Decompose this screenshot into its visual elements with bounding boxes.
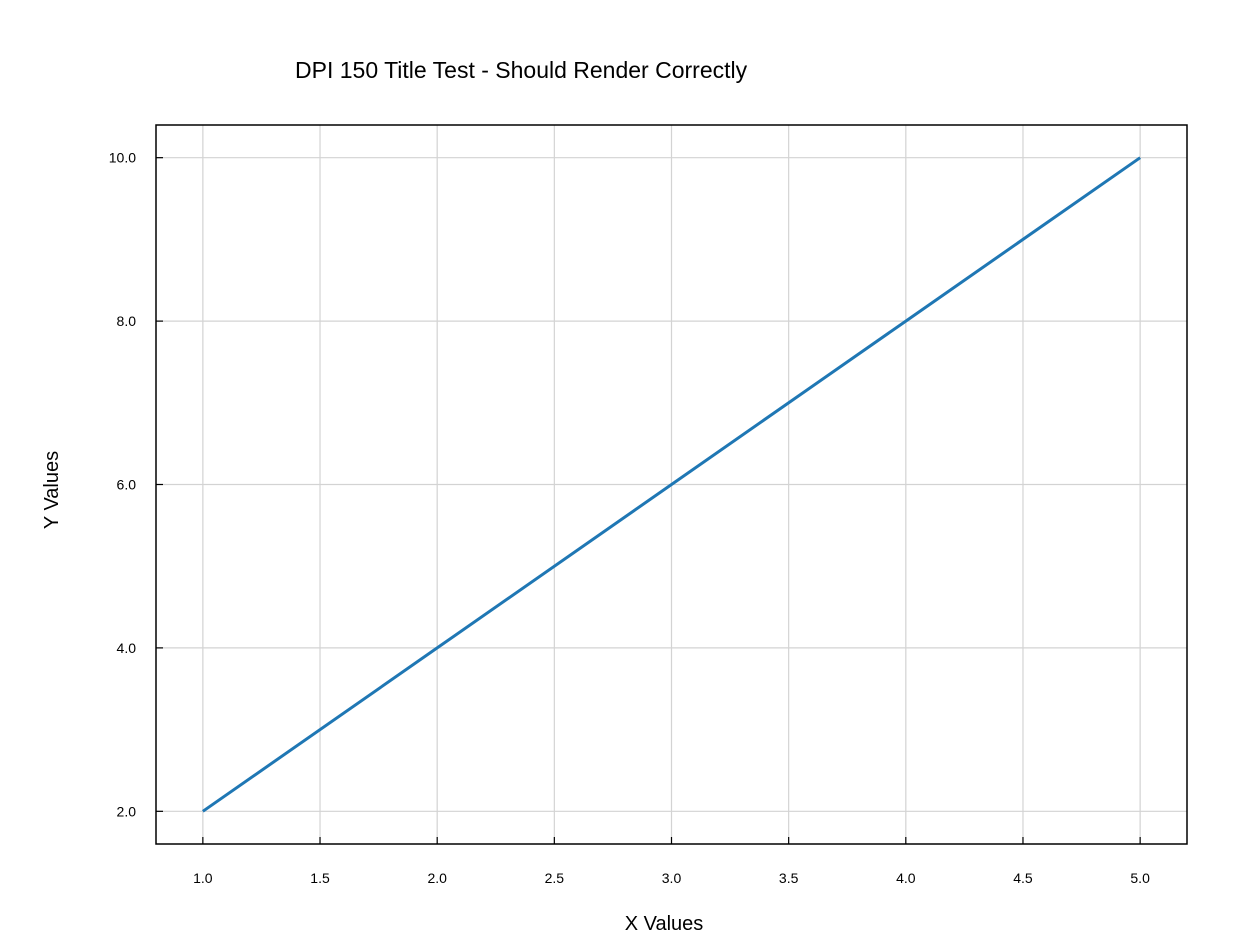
x-tick-label: 1.0 — [193, 870, 213, 886]
x-tick-label: 5.0 — [1130, 870, 1150, 886]
y-tick-label: 4.0 — [117, 640, 137, 656]
series-line — [202, 156, 1141, 813]
y-axis-label: Y Values — [41, 451, 63, 529]
x-tick-labels: 1.0 1.5 2.0 2.5 3.0 3.5 4.0 4.5 5.0 — [193, 870, 1150, 886]
y-tick-label: 10.0 — [109, 150, 136, 166]
y-tick-label: 8.0 — [117, 313, 137, 329]
x-tick-label: 4.0 — [896, 870, 916, 886]
x-tick-label: 2.5 — [545, 870, 565, 886]
y-tick-label: 6.0 — [117, 477, 137, 493]
y-tick-label: 2.0 — [117, 803, 137, 819]
x-axis-label: X Values — [625, 913, 704, 935]
x-tick-label: 4.5 — [1013, 870, 1033, 886]
chart-title: DPI 150 Title Test - Should Render Corre… — [295, 57, 748, 83]
x-tick-label: 3.5 — [779, 870, 799, 886]
x-tick-label: 3.0 — [662, 870, 682, 886]
axis-ticks — [156, 157, 1141, 844]
x-tick-label: 2.0 — [427, 870, 447, 886]
y-tick-labels: 2.0 4.0 6.0 8.0 10.0 — [109, 150, 136, 820]
series-layer — [202, 156, 1141, 813]
x-tick-label: 1.5 — [310, 870, 330, 886]
